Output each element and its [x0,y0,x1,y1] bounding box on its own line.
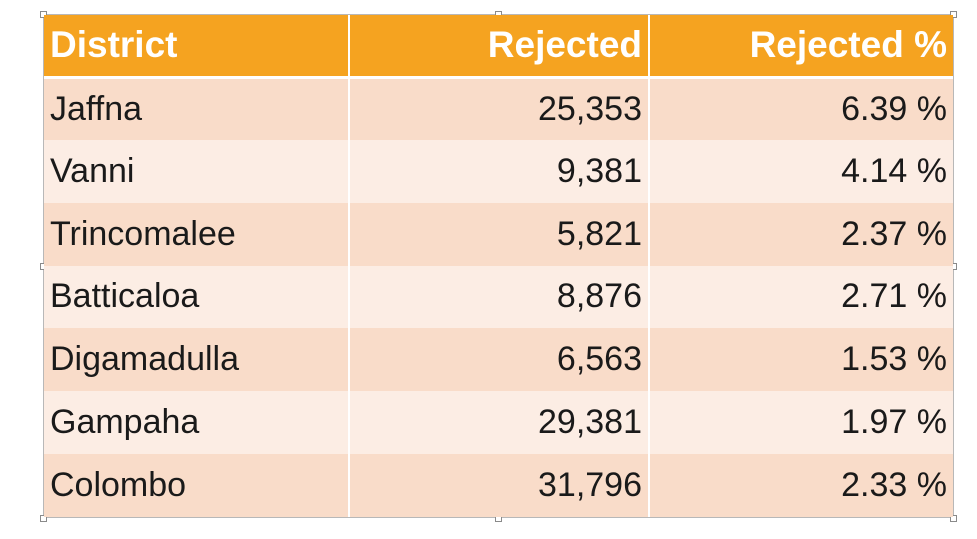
cell-district[interactable]: Jaffna [44,77,350,140]
cell-rejected[interactable]: 29,381 [349,391,650,455]
table-row: Colombo 31,796 2.33 % [44,454,953,517]
table-row: Vanni 9,381 4.14 % [44,139,953,203]
table-row: Jaffna 25,353 6.39 % [44,77,953,140]
resize-handle-top-left[interactable] [40,11,47,18]
table-row: Batticaloa 8,876 2.71 % [44,265,953,329]
cell-rejected-percent[interactable]: 2.71 % [841,277,947,316]
resize-handle-bottom-right[interactable] [950,515,957,522]
cell-district[interactable]: Colombo [44,454,350,517]
cell-rejected-percent[interactable]: 4.14 % [841,151,947,190]
cell-district[interactable]: Digamadulla [44,328,350,392]
cell-district[interactable]: Trincomalee [44,202,350,266]
table-header-row: District Rejected Rejected % [44,15,953,79]
cell-rejected-percent[interactable]: 2.37 % [841,214,947,253]
header-rejected[interactable]: Rejected [349,15,650,79]
cell-district[interactable]: Vanni [44,139,350,203]
header-rejected-percent[interactable]: Rejected % [649,15,953,79]
cell-rejected[interactable]: 8,876 [349,265,650,329]
header-district[interactable]: District [44,15,350,79]
cell-rejected[interactable]: 31,796 [349,454,650,517]
cell-district[interactable]: Gampaha [44,391,350,455]
cell-rejected[interactable]: 9,381 [349,139,650,203]
cell-rejected[interactable]: 25,353 [349,77,650,140]
cell-rejected-percent[interactable]: 6.39 % [841,89,947,128]
cell-rejected-percent[interactable]: 2.33 % [841,466,947,505]
table-row: Digamadulla 6,563 1.53 % [44,328,953,392]
resize-handle-bottom-left[interactable] [40,515,47,522]
cell-district[interactable]: Batticaloa [44,265,350,329]
cell-rejected[interactable]: 6,563 [349,328,650,392]
table-row: Trincomalee 5,821 2.37 % [44,202,953,266]
rejected-votes-table[interactable]: District Rejected Rejected % Jaffna 25,3… [44,15,953,517]
cell-rejected[interactable]: 5,821 [349,202,650,266]
cell-rejected-percent[interactable]: 1.53 % [841,340,947,379]
cell-rejected-percent[interactable]: 1.97 % [841,403,947,442]
table-row: Gampaha 29,381 1.97 % [44,391,953,455]
resize-handle-top-right[interactable] [950,11,957,18]
resize-handle-middle-right[interactable] [950,263,957,270]
